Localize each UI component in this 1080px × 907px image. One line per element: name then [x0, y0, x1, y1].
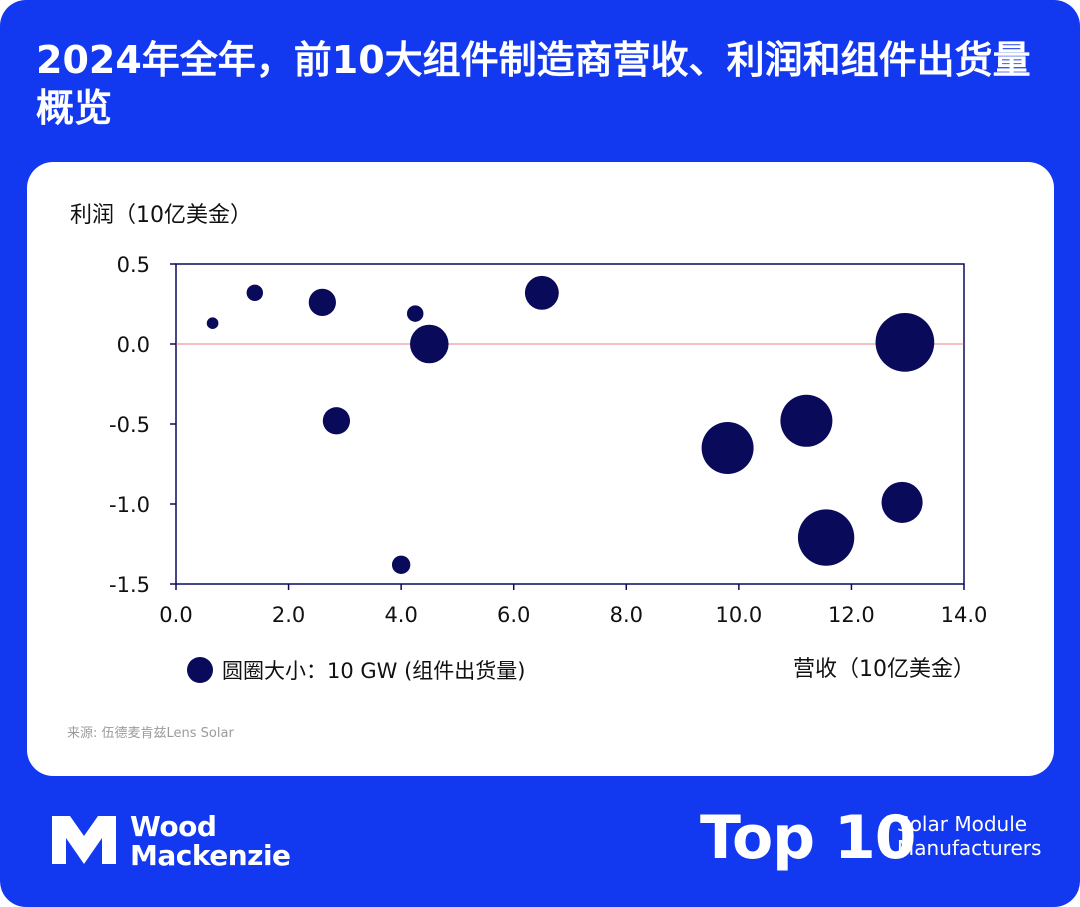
bubble-point [780, 394, 833, 447]
bubble-point [875, 313, 935, 372]
y-tick-label: -1.5 [109, 573, 150, 597]
tagline-line-2: Manufacturers [897, 836, 1042, 860]
x-tick-label: 0.0 [159, 603, 192, 627]
bubble-point [881, 481, 923, 523]
wood-mackenzie-logo-mark-icon [52, 816, 116, 864]
bubble-point [410, 324, 449, 364]
y-tick-label: 0.5 [117, 253, 150, 277]
bubble-point [391, 555, 411, 574]
chart-card: 利润（10亿美金） 营收（10亿美金） 圆圈大小：10 GW (组件出货量) 0… [27, 162, 1054, 776]
bubble-point [308, 288, 336, 317]
bubble-point [524, 275, 559, 310]
bubble-point [206, 317, 219, 330]
x-axis-label: 营收（10亿美金） [793, 657, 975, 682]
logo-line-wood: Wood [130, 810, 217, 843]
y-axis-label: 利润（10亿美金） [70, 203, 252, 228]
y-tick-label: -0.5 [109, 413, 150, 437]
logo-line-mackenzie: Mackenzie [130, 839, 291, 872]
x-tick-label: 4.0 [384, 603, 417, 627]
y-tick-label: -1.0 [109, 493, 150, 517]
top10-tagline: Solar Module Manufacturers [897, 812, 1041, 860]
x-tick-label: 14.0 [941, 603, 988, 627]
size-legend-label: 圆圈大小：10 GW (组件出货量) [222, 659, 526, 683]
bubble-point [322, 407, 351, 435]
x-tick-label: 6.0 [497, 603, 530, 627]
x-tick-label: 2.0 [272, 603, 305, 627]
wood-mackenzie-wordmark: Wood Mackenzie [130, 812, 291, 870]
bubble-point [701, 422, 754, 474]
wood-mackenzie-logo: Wood Mackenzie [52, 812, 322, 872]
bubble-chart: 利润（10亿美金） 营收（10亿美金） 圆圈大小：10 GW (组件出货量) 0… [70, 203, 987, 683]
size-legend-marker [187, 657, 213, 683]
x-tick-label: 8.0 [610, 603, 643, 627]
page-title: 2024年全年，前10大组件制造商营收、利润和组件出货量概览 [36, 38, 1031, 130]
plot-area: 0.5 0.0 -0.5 -1.0 -1.5 0.0 2.0 4.0 6.0 8.0 10.0 12.… [109, 253, 987, 627]
top10-text: Top 10 [700, 803, 917, 873]
tagline-line-1: Solar Module [897, 812, 1028, 836]
source-note: 来源: 伍德麦肯兹Lens Solar [67, 726, 234, 741]
y-tick-label: 0.0 [117, 333, 150, 357]
bubble-point [797, 509, 855, 566]
x-tick-label: 10.0 [715, 603, 762, 627]
bubble-point [406, 305, 424, 322]
bubble-point [246, 284, 264, 302]
x-tick-label: 12.0 [828, 603, 875, 627]
